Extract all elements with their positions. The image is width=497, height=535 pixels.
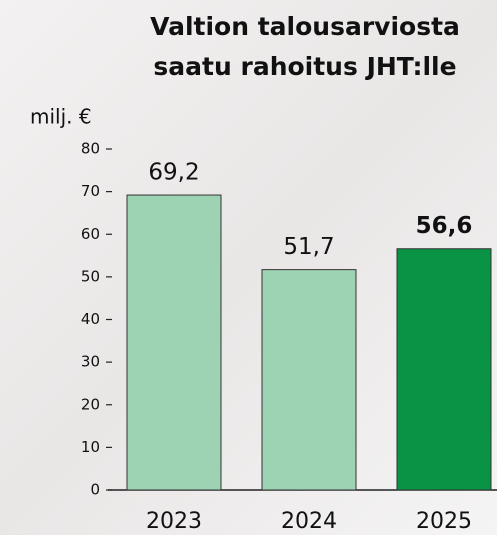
y-tick-label: 40 [81,310,100,328]
chart-title: Valtion talousarviosta [150,12,460,41]
bar [261,269,357,491]
bar [126,194,222,491]
x-tick-label: 2025 [416,509,472,534]
data-label: 69,2 [148,160,199,186]
data-label: 51,7 [283,234,334,260]
y-tick-label: 50 [81,267,100,285]
chart-title: saatu rahoitus JHT:lle [153,52,456,81]
bar [396,248,492,491]
y-tick-label: 30 [81,353,100,371]
y-axis-label: milj. € [30,105,92,129]
y-tick-label: 70 [81,182,100,200]
y-tick-label: 10 [81,438,100,456]
y-tick-label: 60 [81,225,100,243]
y-tick-label: 0 [90,481,100,499]
y-tick-label: 20 [81,395,100,413]
data-label: 56,6 [416,213,473,239]
x-tick-label: 2023 [146,509,202,534]
x-tick-label: 2024 [281,509,337,534]
y-tick-label: 80 [81,140,100,158]
